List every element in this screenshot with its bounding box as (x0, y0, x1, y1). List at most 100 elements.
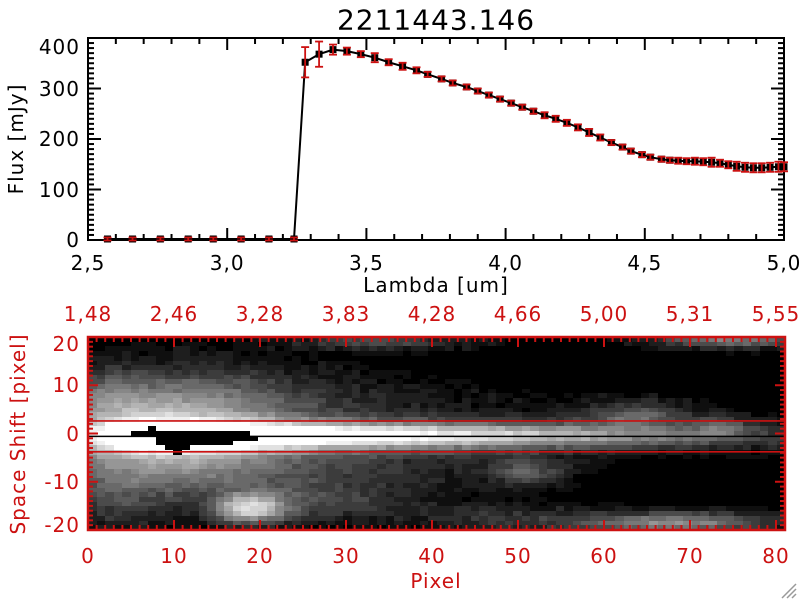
image-x-tick-label: 0 (81, 544, 95, 568)
error-bar (315, 40, 324, 68)
image-x-tick-label: 20 (246, 544, 274, 568)
error-bar (596, 133, 605, 142)
error-bar (626, 147, 635, 155)
image-x-tick-label: 10 (160, 544, 188, 568)
flux-curve (107, 48, 784, 240)
error-bar (184, 236, 193, 242)
error-bar (507, 99, 516, 107)
image-x-tick-label: 30 (332, 544, 360, 568)
error-bar (328, 43, 337, 56)
image-top-wavelength-label: 5,31 (665, 302, 715, 326)
error-bar (690, 156, 699, 166)
error-bar (462, 83, 471, 91)
error-bar (573, 123, 582, 132)
plot-title: 2211443.146 (336, 3, 536, 37)
image-y-tick-label: -20 (44, 513, 80, 537)
error-bar (156, 236, 165, 242)
error-bar (741, 161, 750, 173)
flux-error-bars (103, 40, 788, 242)
image-x-tick-label: 50 (504, 544, 532, 568)
spectrum-x-tick-label: 3,5 (348, 251, 384, 275)
image-x-tick-label: 60 (590, 544, 618, 568)
spectrum-x-axis-title: Lambda [um] (363, 273, 509, 297)
error-bar (301, 46, 310, 79)
spectrum-y-tick-label: 100 (38, 177, 80, 202)
image-y-tick-label: 0 (66, 421, 80, 446)
error-bar (103, 236, 112, 242)
error-bar (437, 75, 446, 83)
error-bar (484, 91, 493, 99)
spectrum-y-tick-label: 200 (38, 127, 80, 151)
error-bar (707, 156, 716, 168)
image-frame (86, 335, 787, 532)
error-bar (473, 87, 482, 95)
image-top-wavelength-label: 1,48 (63, 302, 113, 326)
error-bar (585, 127, 594, 137)
aperture-lines (88, 420, 785, 453)
error-bar (699, 157, 708, 167)
error-bar (724, 160, 733, 170)
error-bar (638, 151, 647, 159)
image-y-tick-label: 20 (52, 332, 80, 356)
error-bar (766, 161, 775, 173)
error-bar (780, 161, 788, 173)
error-bar (398, 61, 407, 71)
error-bar (749, 162, 758, 174)
error-bar (682, 157, 691, 166)
error-bar (290, 236, 299, 242)
image-top-wavelength-label: 5,55 (751, 302, 800, 326)
flux-markers (103, 46, 788, 243)
spectrum-ticks (87, 37, 785, 241)
error-bar (646, 153, 655, 161)
image-top-wavelength-label: 3,28 (235, 302, 285, 326)
error-bar (529, 107, 538, 115)
error-bar (757, 162, 766, 174)
spectrum-y-tick-label: 0 (66, 228, 80, 252)
spectrum-x-tick-label: 3,0 (209, 251, 245, 275)
spectrum-x-tick-label: 4,0 (488, 251, 523, 275)
image-y-tick-label: -10 (44, 469, 80, 494)
error-bar (412, 66, 421, 75)
spectrum-x-tick-label: 4,5 (627, 251, 663, 275)
image-x-tick-label: 80 (762, 544, 790, 568)
spectral-2d-image (88, 337, 785, 530)
error-bar (518, 103, 527, 111)
spectrum-y-tick-label: 300 (38, 76, 80, 101)
error-bar (674, 156, 683, 165)
error-bar (370, 52, 379, 64)
error-bar (128, 236, 137, 242)
error-bar (551, 114, 560, 123)
image-top-wavelength-label: 3,83 (321, 302, 371, 326)
error-bar (423, 70, 432, 78)
error-bar (657, 155, 666, 163)
error-bar (342, 46, 351, 56)
error-bar (264, 236, 273, 242)
image-x-axis-title: Pixel (410, 569, 462, 593)
error-bar (237, 236, 246, 242)
spectrum-frame (87, 37, 785, 241)
spectrum-x-tick-label: 5,0 (766, 251, 800, 275)
image-top-wavelength-label: 2,46 (149, 302, 199, 326)
image-top-wavelength-label: 4,28 (407, 302, 457, 326)
spectrum-x-tick-label: 2,5 (70, 251, 106, 275)
spectrum-y-tick-label: 400 (38, 35, 80, 59)
resize-grip-icon[interactable] (780, 580, 800, 600)
error-bar (732, 160, 741, 172)
error-bar (209, 236, 218, 242)
image-y-tick-label: 10 (52, 373, 80, 398)
error-bar (540, 111, 549, 120)
error-bar (496, 95, 505, 103)
error-bar (562, 118, 571, 127)
error-bar (384, 58, 393, 67)
error-bar (356, 50, 365, 59)
error-bar (665, 156, 674, 164)
error-bar (618, 143, 627, 151)
image-x-tick-label: 70 (676, 544, 704, 568)
image-top-wavelength-label: 5,00 (579, 302, 629, 326)
error-bar (715, 158, 724, 168)
error-bar (448, 79, 457, 87)
image-x-tick-label: 40 (418, 544, 446, 568)
image-ticks (87, 336, 784, 531)
